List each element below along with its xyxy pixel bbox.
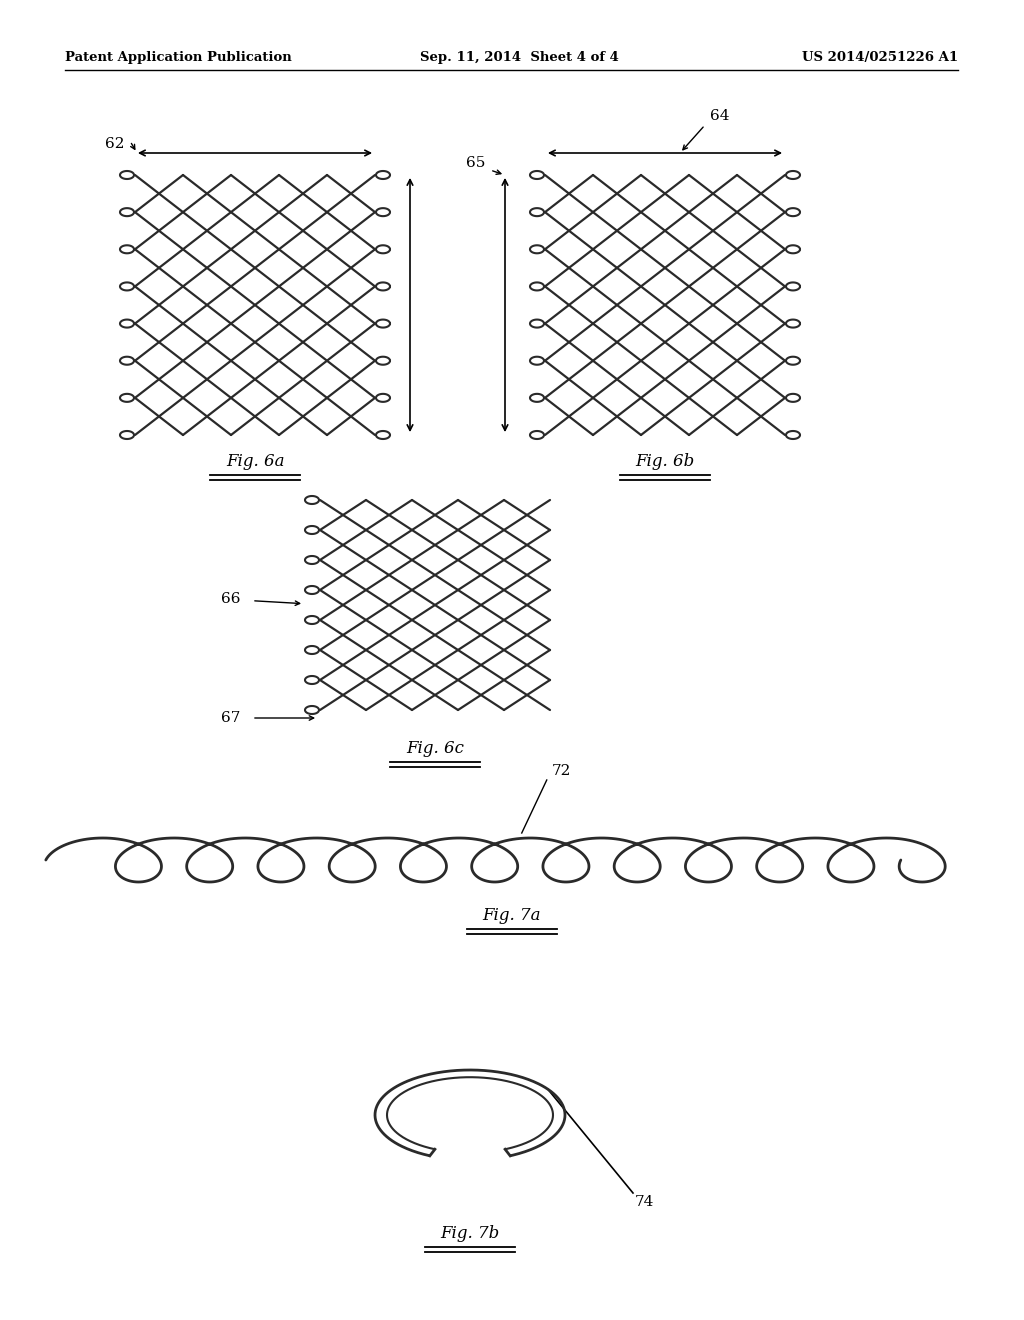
Text: US 2014/0251226 A1: US 2014/0251226 A1 <box>802 51 958 65</box>
Text: 66: 66 <box>220 591 240 606</box>
Text: 64: 64 <box>710 110 729 123</box>
Text: 62: 62 <box>105 137 125 150</box>
Text: 67: 67 <box>220 711 240 725</box>
Text: Fig. 7a: Fig. 7a <box>482 907 542 924</box>
Text: 65: 65 <box>466 156 485 170</box>
Text: 72: 72 <box>552 764 571 777</box>
Text: Fig. 7b: Fig. 7b <box>440 1225 500 1242</box>
Text: Fig. 6c: Fig. 6c <box>407 741 464 756</box>
Text: Fig. 6a: Fig. 6a <box>225 453 285 470</box>
Text: Fig. 6b: Fig. 6b <box>635 453 694 470</box>
Text: Sep. 11, 2014  Sheet 4 of 4: Sep. 11, 2014 Sheet 4 of 4 <box>420 51 618 65</box>
Text: 74: 74 <box>635 1195 654 1209</box>
Text: Patent Application Publication: Patent Application Publication <box>65 51 292 65</box>
